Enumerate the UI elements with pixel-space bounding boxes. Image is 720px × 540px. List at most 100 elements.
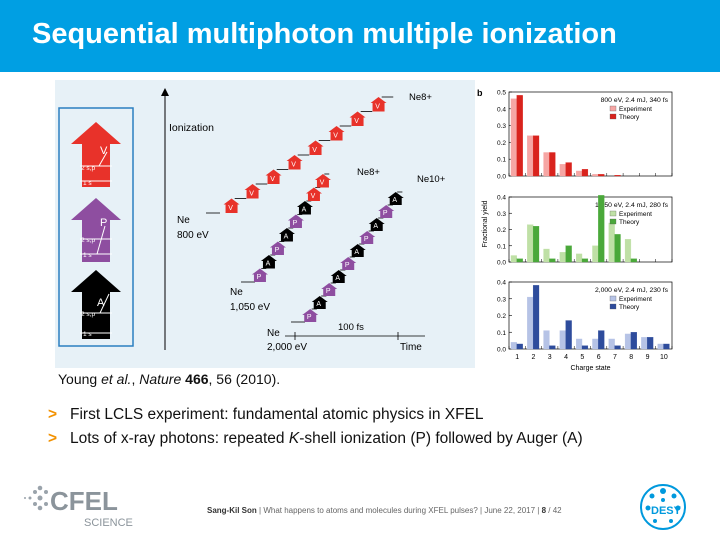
- panel-title: 1,050 eV, 2.4 mJ, 280 fs: [595, 202, 669, 209]
- stairs-800-step-letter: V: [354, 118, 359, 125]
- stairs-2000-step-letter: P: [326, 288, 331, 295]
- bar-experiment: [559, 330, 566, 350]
- y-tick-label: 0.0: [497, 174, 506, 181]
- mechanism-p-outer: 2 s,p: [81, 237, 95, 244]
- stairs-1050-step-letter: V: [320, 180, 325, 187]
- start-energy-2000: 2,000 eV: [267, 342, 307, 353]
- legend-swatch: [609, 105, 617, 112]
- bar-theory: [581, 345, 589, 350]
- stairs-800-step-arrow: [265, 169, 282, 184]
- bullet-item: > Lots of x-ray photons: repeated K-shel…: [48, 428, 708, 452]
- footer-sep: |: [535, 506, 542, 515]
- legend-label: Experiment: [619, 106, 652, 113]
- slide-title: Sequential multiphoton multiple ionizati…: [32, 18, 617, 50]
- stairs-1050-step-arrow: [260, 255, 277, 269]
- mechanism-v-outer: 2 s,p: [81, 165, 95, 172]
- footer-date: June 22, 2017: [484, 506, 536, 515]
- time-axis-label: Time: [400, 342, 422, 353]
- stairs-1050-step-letter: A: [284, 234, 289, 241]
- footer-info: Sang-Kil Son | What happens to atoms and…: [207, 506, 562, 515]
- bar-experiment: [608, 338, 615, 350]
- cfel-logo: CFEL SCIENCE: [22, 478, 152, 534]
- stairs-1050-step-letter: A: [266, 261, 271, 268]
- stairs-2000-step-letter: P: [364, 236, 369, 243]
- bar-theory: [565, 245, 572, 263]
- bullet-text: -shell ionization (P) followed by Auger …: [299, 430, 583, 447]
- stairs-1050-step-arrow: [314, 174, 331, 188]
- figure-b: b 0.0 0.1 0.2 0.3 0.4 0.5 800 eV, 2.4 mJ, 340 f…: [475, 84, 680, 374]
- bar-theory: [663, 343, 670, 350]
- y-tick-label: 0.2: [497, 313, 506, 320]
- citation-rest: , 56 (2010).: [208, 371, 281, 387]
- bar-theory: [516, 343, 523, 350]
- bar-theory: [516, 95, 523, 177]
- valence-mechanism-icon: V 2 s,p 1 s: [71, 122, 121, 187]
- bar-experiment: [543, 152, 550, 177]
- stairs-800-step-arrow: [307, 140, 324, 155]
- stairs-2000-step-letter: A: [335, 275, 340, 282]
- x-tick-label: 7: [613, 354, 617, 361]
- ionization-diagram: V 2 s,p 1 s P 2 s,p 1 s A 2 s,p 1 s Ion: [58, 88, 446, 353]
- bar-theory: [516, 258, 523, 263]
- bullet-text: First LCLS experiment: fundamental atomi…: [70, 406, 484, 423]
- stairs-1050-step-letter: A: [302, 207, 307, 214]
- y-tick-label: 0.2: [497, 140, 506, 147]
- footer-sep: |: [477, 506, 485, 515]
- bar-experiment: [527, 135, 534, 177]
- y-axis-label: Fractional yield: [482, 200, 489, 247]
- stairs-800-step-letter: V: [249, 191, 254, 198]
- bar-theory: [532, 135, 540, 177]
- stairs-1050-step-arrow: [278, 228, 295, 242]
- bar-theory: [630, 258, 637, 263]
- bar-theory: [549, 152, 556, 177]
- x-tick-label: 6: [597, 354, 601, 361]
- footer-page: 8: [541, 506, 547, 515]
- x-axis-label: Charge state: [570, 365, 610, 372]
- x-tick-label: 3: [548, 354, 552, 361]
- stairs-800-step-letter: V: [291, 162, 296, 169]
- end-label-1050: Ne8+: [357, 167, 380, 178]
- bar-theory: [549, 345, 556, 350]
- bar-theory: [598, 195, 605, 263]
- citation-authors: Young: [58, 371, 102, 387]
- stairs-1050-step-arrow: [305, 187, 322, 201]
- bar-experiment: [592, 174, 599, 177]
- bullet-text-italic: K: [288, 430, 300, 447]
- legend-label: Theory: [619, 304, 640, 311]
- y-tick-label: 0.3: [497, 123, 506, 130]
- y-tick-label: 0.3: [497, 211, 506, 218]
- x-tick-label: 2: [531, 354, 535, 361]
- bullet-text: Lots of x-ray photons: repeated: [70, 430, 289, 447]
- bar-theory: [532, 226, 540, 263]
- bar-experiment: [592, 338, 599, 350]
- bar-experiment: [624, 333, 632, 350]
- y-tick-label: 0.5: [497, 90, 506, 97]
- x-tick-label: 9: [646, 354, 650, 361]
- y-tick-label: 0.4: [497, 280, 506, 287]
- stairs-800-step-arrow: [370, 97, 387, 112]
- panel-title: 2,000 eV, 2.4 mJ, 230 fs: [595, 287, 669, 294]
- bar-theory: [614, 175, 621, 177]
- stairs-2000-step-arrow: [359, 231, 376, 244]
- y-tick-label: 0.0: [497, 260, 506, 267]
- stairs-2000-step-letter: P: [307, 314, 312, 321]
- mechanism-v-letter: V: [100, 145, 108, 157]
- footer-total: / 42: [546, 506, 562, 515]
- stairs-1050-step-arrow: [251, 268, 268, 282]
- bar-theory: [598, 330, 605, 350]
- stairs-1050-step-arrow: [269, 241, 286, 255]
- bar-experiment: [543, 330, 550, 350]
- start-species-1050: Ne: [230, 287, 243, 298]
- citation: Young et al., Nature 466, 56 (2010).: [58, 371, 280, 387]
- footer-talk-title: What happens to atoms and molecules duri…: [263, 506, 478, 515]
- stairs-2000-step-letter: A: [392, 197, 397, 204]
- mechanism-p-letter: P: [100, 217, 107, 229]
- bar-theory: [565, 162, 572, 177]
- stairs-1050-step-arrow: [287, 214, 304, 228]
- bar-experiment: [559, 164, 566, 177]
- desy-dots-icon: [645, 488, 681, 523]
- legend-label: Theory: [619, 114, 640, 121]
- bar-experiment: [576, 170, 583, 177]
- x-tick-label: 5: [580, 354, 584, 361]
- stairs-2000-step-letter: P: [383, 210, 388, 217]
